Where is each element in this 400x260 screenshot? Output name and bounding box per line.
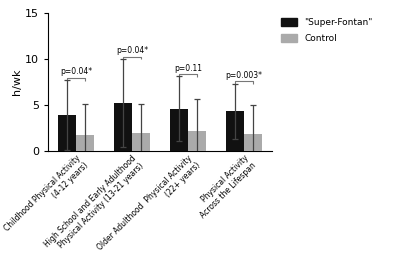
Text: p=0.003*: p=0.003* [226, 71, 262, 80]
Bar [58, 115, 76, 151]
Bar [114, 103, 132, 151]
Bar [226, 111, 244, 151]
Bar [188, 131, 206, 151]
Legend: "Super-Fontan", Control: "Super-Fontan", Control [281, 17, 373, 43]
Bar [132, 133, 150, 151]
Bar [244, 134, 262, 151]
Text: p=0.04*: p=0.04* [116, 46, 148, 55]
Y-axis label: h/wk: h/wk [12, 69, 22, 95]
Text: p=0.04*: p=0.04* [60, 67, 92, 76]
Bar [76, 135, 94, 151]
Text: p=0.11: p=0.11 [174, 64, 202, 73]
Bar [170, 108, 188, 151]
